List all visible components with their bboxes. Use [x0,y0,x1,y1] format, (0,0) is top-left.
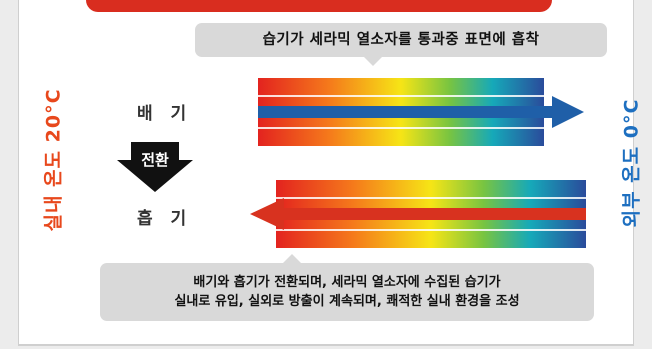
bottom-caption-line-1: 배기와 흡기가 전환되며, 세라믹 열소자에 수집된 습기가 [193,275,501,290]
switch-label: 전환 [141,151,169,169]
outdoor-temperature-label: 외부 온도 0°C [620,98,643,228]
left-arrow-icon [250,180,586,248]
top-banner-bar [86,0,552,12]
indoor-temperature-label: 실내 온도 20°C [42,88,65,232]
exhaust-label: 배 기 [137,104,193,124]
intake-label: 흡 기 [137,209,193,229]
switch-indicator: 전환 [117,142,193,192]
top-caption: 습기가 세라믹 열소자를 통과중 표면에 흡착 [195,23,607,66]
bottom-caption-line-2: 실내로 유입, 실외로 방출이 계속되며, 쾌적한 실내 환경을 조성 [174,294,520,309]
exhaust-flow-band [258,78,586,146]
bottom-caption: 배기와 흡기가 전환되며, 세라믹 열소자에 수집된 습기가 실내로 유입, 실… [100,254,594,321]
down-arrow-icon [117,142,193,192]
intake-flow-band [244,180,588,248]
right-arrow-icon [258,78,584,146]
